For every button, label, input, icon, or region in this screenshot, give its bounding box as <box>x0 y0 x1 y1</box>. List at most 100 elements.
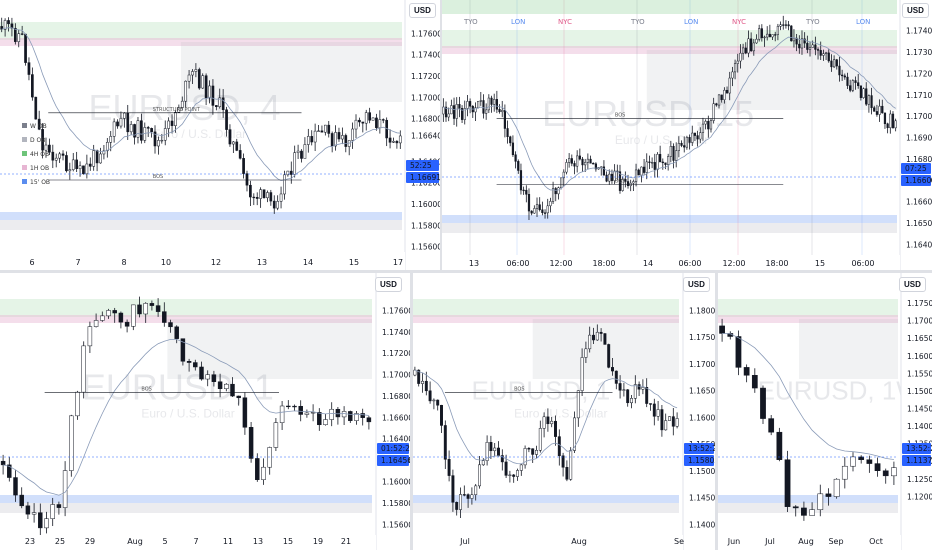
candle <box>878 105 881 115</box>
candle <box>576 390 580 419</box>
candle <box>530 210 533 214</box>
legend-item-label: W OB <box>30 123 47 130</box>
candle <box>717 94 721 106</box>
candle <box>34 96 38 120</box>
candle <box>20 33 24 35</box>
candle <box>211 85 215 106</box>
current-price-badge <box>901 175 931 186</box>
candle <box>645 161 648 173</box>
demand-zone <box>442 215 897 223</box>
candle <box>118 312 124 323</box>
candle <box>354 413 359 421</box>
candle <box>232 141 235 145</box>
candle <box>768 33 771 38</box>
chart-panel-1d-a[interactable]: EURUSD, 1 Euro / U.S. Dollar BOS 1.17600 1.1… <box>0 273 410 550</box>
candle <box>752 42 755 52</box>
candle <box>62 470 68 508</box>
candle <box>512 474 516 477</box>
candle <box>300 150 303 159</box>
candle <box>671 416 675 427</box>
candle <box>417 369 421 384</box>
chart-panel-4h[interactable]: EURUSD, 4 Euro / U.S. Dollar STRUCTURE POI… <box>0 0 440 270</box>
legend-swatch <box>22 179 27 184</box>
candle <box>495 99 498 110</box>
candle <box>351 128 354 141</box>
price-tick-label: 1.15800 <box>382 499 410 508</box>
countdown-label: 07:25 <box>905 164 927 173</box>
candle <box>859 85 862 98</box>
candle <box>592 334 595 341</box>
price-tick-label: 1.14500 <box>689 494 715 503</box>
price-tick-label: 1.16400 <box>382 435 410 444</box>
candle <box>594 163 598 170</box>
countdown-badge <box>902 443 931 454</box>
candle <box>245 173 249 186</box>
demand-zone-base <box>413 503 679 513</box>
candle <box>854 80 857 83</box>
candle <box>776 431 783 460</box>
candle <box>44 144 48 151</box>
countdown-badge <box>406 160 439 171</box>
candle <box>603 333 607 345</box>
time-tick-label: 06:00 <box>678 259 701 268</box>
candle <box>509 136 512 144</box>
candle <box>630 398 633 404</box>
candle <box>168 322 173 328</box>
candle <box>554 420 557 437</box>
candle <box>584 348 588 358</box>
candle <box>341 411 347 418</box>
price-tick-label: 1.14000 <box>689 520 715 529</box>
candle <box>735 336 742 368</box>
candle <box>858 456 865 460</box>
symbol-watermark: EURUSD, 1W <box>758 376 922 406</box>
candle <box>75 391 80 417</box>
candle <box>481 460 485 466</box>
range-box <box>180 42 402 102</box>
chart-1w-svg[interactable]: EURUSD, 1W 1.17500 1.17000 1.16500 1.16000 1.… <box>718 273 932 550</box>
candle <box>546 416 550 425</box>
candle <box>335 408 341 418</box>
price-tick-label: 1.16000 <box>907 352 932 361</box>
candle <box>525 189 528 195</box>
candle <box>337 132 341 140</box>
candle <box>224 383 229 389</box>
candle <box>324 124 327 133</box>
candle <box>881 105 884 114</box>
candle <box>680 143 683 146</box>
candle <box>825 493 832 497</box>
candle <box>634 169 638 182</box>
candle <box>428 390 432 402</box>
candle <box>715 103 718 106</box>
time-tick-label: Oct <box>869 537 883 546</box>
candle <box>535 204 539 209</box>
candle <box>41 129 44 151</box>
demand-zone-base <box>0 220 402 230</box>
candle <box>85 163 89 175</box>
candle <box>637 169 640 176</box>
chart-panel-1w[interactable]: EURUSD, 1W 1.17500 1.17000 1.16500 1.16000 1.… <box>718 273 932 550</box>
candle <box>255 197 259 199</box>
symbol-subtitle-watermark: Euro / U.S. Dollar <box>153 127 246 141</box>
currency-label: USD <box>899 277 926 292</box>
candle <box>150 128 153 133</box>
candle <box>31 74 34 98</box>
supply-zone-pink <box>0 315 372 323</box>
price-tick-label: 1.16600 <box>382 413 410 422</box>
time-tick-label: Aug <box>127 537 143 546</box>
candle <box>599 331 603 334</box>
candle <box>69 415 74 471</box>
chart-panel-15m[interactable]: EURUSD, 15 Euro / U.S. Dollar TYO LON NYC TYO… <box>442 0 932 270</box>
price-tick-label: 1.16200 <box>411 179 440 188</box>
candle <box>146 127 150 129</box>
candle <box>613 170 616 181</box>
candle <box>519 170 523 191</box>
candle <box>824 52 828 54</box>
symbol-watermark: EURUSD, 1 <box>82 367 274 408</box>
symbol-watermark: EURUSD, 1 <box>472 376 611 406</box>
price-tick-label: 1.18000 <box>689 306 715 315</box>
